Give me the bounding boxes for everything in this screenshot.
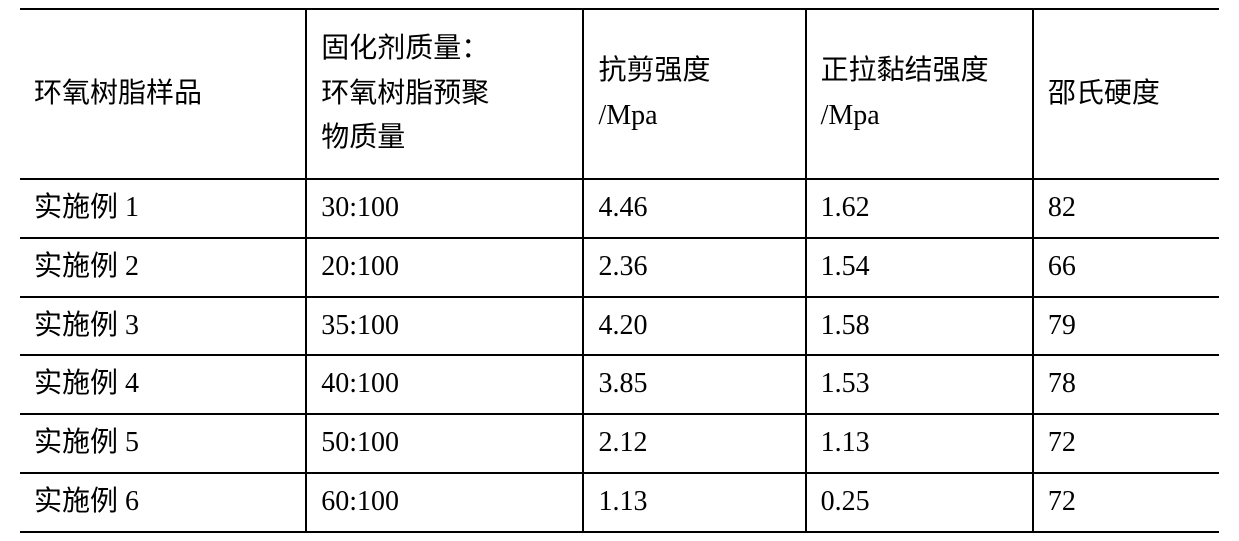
cell-shear: 2.12 [583,414,805,473]
col-header-hardness: 邵氏硬度 [1033,9,1219,179]
table-row: 实施例 3 35:100 4.20 1.58 79 [20,297,1219,356]
cell-shear: 4.46 [583,179,805,238]
cell-ratio: 60:100 [306,473,583,532]
cell-hardness: 79 [1033,297,1219,356]
col-header-sample: 环氧树脂样品 [20,9,306,179]
col-header-ratio-line3: 物质量 [321,116,570,161]
cell-hardness: 78 [1033,355,1219,414]
cell-tensile: 1.13 [806,414,1033,473]
table-row: 实施例 6 60:100 1.13 0.25 72 [20,473,1219,532]
table-row: 实施例 1 30:100 4.46 1.62 82 [20,179,1219,238]
cell-hardness: 82 [1033,179,1219,238]
col-header-shear: 抗剪强度 /Mpa [583,9,805,179]
col-header-ratio-line1: 固化剂质量： [321,27,570,72]
cell-tensile: 1.58 [806,297,1033,356]
cell-hardness: 66 [1033,238,1219,297]
table-row: 实施例 2 20:100 2.36 1.54 66 [20,238,1219,297]
col-header-tensile: 正拉黏结强度 /Mpa [806,9,1033,179]
cell-shear: 2.36 [583,238,805,297]
cell-ratio: 20:100 [306,238,583,297]
col-header-ratio-line2: 环氧树脂预聚 [321,72,570,117]
cell-shear: 1.13 [583,473,805,532]
cell-sample: 实施例 6 [20,473,306,532]
col-header-tensile-line1: 正拉黏结强度 [821,49,1020,94]
cell-shear: 4.20 [583,297,805,356]
cell-tensile: 1.62 [806,179,1033,238]
col-header-tensile-line2: /Mpa [821,94,1020,139]
table-row: 实施例 5 50:100 2.12 1.13 72 [20,414,1219,473]
table-container: 环氧树脂样品 固化剂质量： 环氧树脂预聚 物质量 抗剪强度 /Mpa 正拉黏结强… [0,0,1239,541]
cell-sample: 实施例 4 [20,355,306,414]
table-header-row: 环氧树脂样品 固化剂质量： 环氧树脂预聚 物质量 抗剪强度 /Mpa 正拉黏结强… [20,9,1219,179]
cell-shear: 3.85 [583,355,805,414]
cell-ratio: 50:100 [306,414,583,473]
cell-tensile: 1.53 [806,355,1033,414]
cell-sample: 实施例 3 [20,297,306,356]
cell-hardness: 72 [1033,473,1219,532]
table-row: 实施例 4 40:100 3.85 1.53 78 [20,355,1219,414]
cell-tensile: 1.54 [806,238,1033,297]
cell-sample: 实施例 1 [20,179,306,238]
cell-ratio: 35:100 [306,297,583,356]
cell-sample: 实施例 2 [20,238,306,297]
cell-tensile: 0.25 [806,473,1033,532]
col-header-shear-line2: /Mpa [598,94,792,139]
cell-ratio: 30:100 [306,179,583,238]
cell-ratio: 40:100 [306,355,583,414]
epoxy-resin-table: 环氧树脂样品 固化剂质量： 环氧树脂预聚 物质量 抗剪强度 /Mpa 正拉黏结强… [20,8,1219,533]
cell-sample: 实施例 5 [20,414,306,473]
cell-hardness: 72 [1033,414,1219,473]
col-header-ratio: 固化剂质量： 环氧树脂预聚 物质量 [306,9,583,179]
col-header-shear-line1: 抗剪强度 [598,49,792,94]
